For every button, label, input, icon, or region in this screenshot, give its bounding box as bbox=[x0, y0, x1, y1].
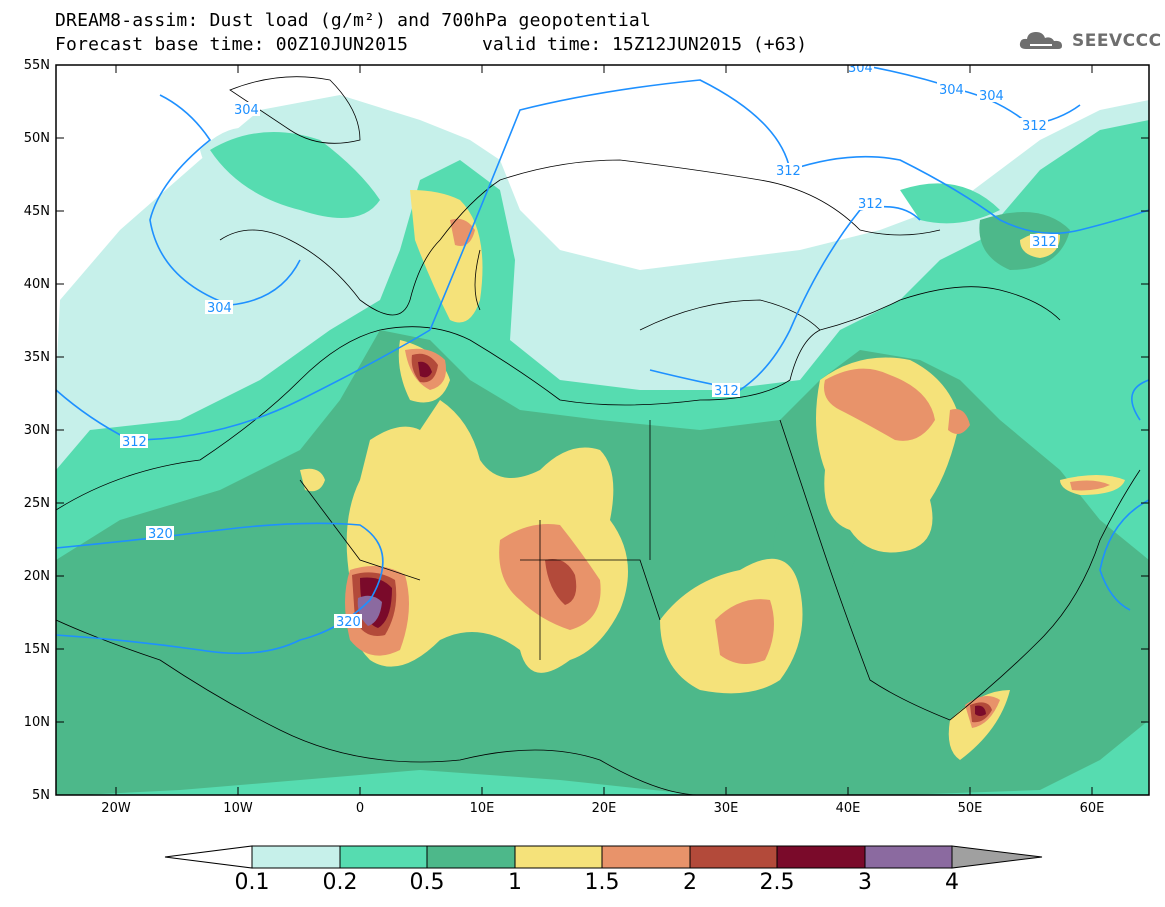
colorbar-segment bbox=[251, 845, 341, 869]
colorbar-label: 1 bbox=[508, 870, 522, 895]
lon-label: 60E bbox=[1079, 801, 1105, 816]
contour-label: 304 bbox=[207, 301, 232, 316]
label-bg bbox=[120, 434, 148, 448]
lat-label: 10N bbox=[23, 715, 50, 730]
colorbar-label: 3 bbox=[858, 870, 872, 895]
colorbar-arrow-left bbox=[164, 845, 253, 869]
label-bg bbox=[846, 65, 874, 74]
label-bg bbox=[977, 88, 1005, 102]
contour-label: 304 bbox=[234, 103, 259, 118]
contour-label: 312 bbox=[858, 197, 883, 212]
colorbar-label: 4 bbox=[945, 870, 959, 895]
contour-labels: 304 304 304 304 304 312 312 312 312 312 … bbox=[120, 61, 1058, 630]
dust-level-3 bbox=[357, 595, 382, 626]
label-bg bbox=[334, 614, 362, 628]
lat-label: 25N bbox=[23, 496, 50, 511]
colorbar-segment bbox=[514, 845, 603, 869]
map-title: DREAM8-assim: Dust load (g/m²) and 700hP… bbox=[55, 10, 651, 31]
lon-label: 40E bbox=[835, 801, 861, 816]
contour-label: 312 bbox=[1032, 235, 1057, 250]
valid-time: valid time: 15Z12JUN2015 (+63) bbox=[482, 34, 808, 55]
label-bg bbox=[205, 300, 233, 314]
colorbar-label: 2 bbox=[683, 870, 697, 895]
lon-label: 10E bbox=[469, 801, 495, 816]
lat-label: 45N bbox=[23, 204, 50, 219]
forecast-base-time: Forecast base time: 00Z10JUN2015 bbox=[55, 34, 409, 55]
contour-label: 304 bbox=[848, 61, 873, 76]
lat-label: 55N bbox=[23, 58, 50, 73]
brand-name: SEEVCCC bbox=[1072, 31, 1162, 51]
contour-label: 312 bbox=[714, 384, 739, 399]
colorbar-label: 0.2 bbox=[322, 870, 358, 895]
lat-label: 5N bbox=[32, 788, 50, 803]
label-bg bbox=[856, 196, 884, 210]
lat-label: 40N bbox=[23, 277, 50, 292]
colorbar-label: 1.5 bbox=[584, 870, 620, 895]
axis-ticks bbox=[56, 64, 1149, 796]
colorbar-segment bbox=[426, 845, 516, 869]
lat-label: 20N bbox=[23, 569, 50, 584]
label-bg bbox=[1030, 234, 1058, 248]
contour-label: 320 bbox=[148, 527, 173, 542]
colorbar-label: 0.5 bbox=[409, 870, 445, 895]
contour-label: 304 bbox=[979, 89, 1004, 104]
colorbar-arrow-right bbox=[951, 845, 1043, 869]
lat-label: 35N bbox=[23, 350, 50, 365]
contour-label: 312 bbox=[776, 164, 801, 179]
colorbar-segment bbox=[689, 845, 778, 869]
contour-label: 312 bbox=[1022, 119, 1047, 134]
lon-label: 0 bbox=[355, 801, 365, 816]
colorbar-segment bbox=[864, 845, 953, 869]
label-bg bbox=[1020, 118, 1048, 132]
colorbar-segment bbox=[339, 845, 428, 869]
contour-label: 304 bbox=[939, 83, 964, 98]
lat-label: 15N bbox=[23, 642, 50, 657]
colorbar-label: 0.1 bbox=[234, 870, 270, 895]
lon-label: 20E bbox=[591, 801, 617, 816]
label-bg bbox=[937, 82, 965, 96]
colorbar-segment bbox=[776, 845, 866, 869]
cloud-icon bbox=[1019, 32, 1062, 49]
contour-label: 320 bbox=[336, 615, 361, 630]
coastlines bbox=[56, 76, 1141, 795]
lon-label: 20W bbox=[101, 801, 131, 816]
lon-label: 10W bbox=[223, 801, 253, 816]
label-bg bbox=[712, 383, 740, 397]
lat-label: 30N bbox=[23, 423, 50, 438]
brand-logo: SEEVCCC bbox=[1018, 28, 1162, 54]
lon-label: 30E bbox=[713, 801, 739, 816]
colorbar bbox=[164, 845, 1043, 869]
label-bg bbox=[146, 526, 174, 540]
colorbar-label: 2.5 bbox=[759, 870, 795, 895]
lat-label: 50N bbox=[23, 131, 50, 146]
label-bg bbox=[232, 102, 260, 116]
contour-label: 312 bbox=[122, 435, 147, 450]
lon-label: 50E bbox=[957, 801, 983, 816]
label-bg bbox=[774, 163, 802, 177]
colorbar-segment bbox=[601, 845, 691, 869]
